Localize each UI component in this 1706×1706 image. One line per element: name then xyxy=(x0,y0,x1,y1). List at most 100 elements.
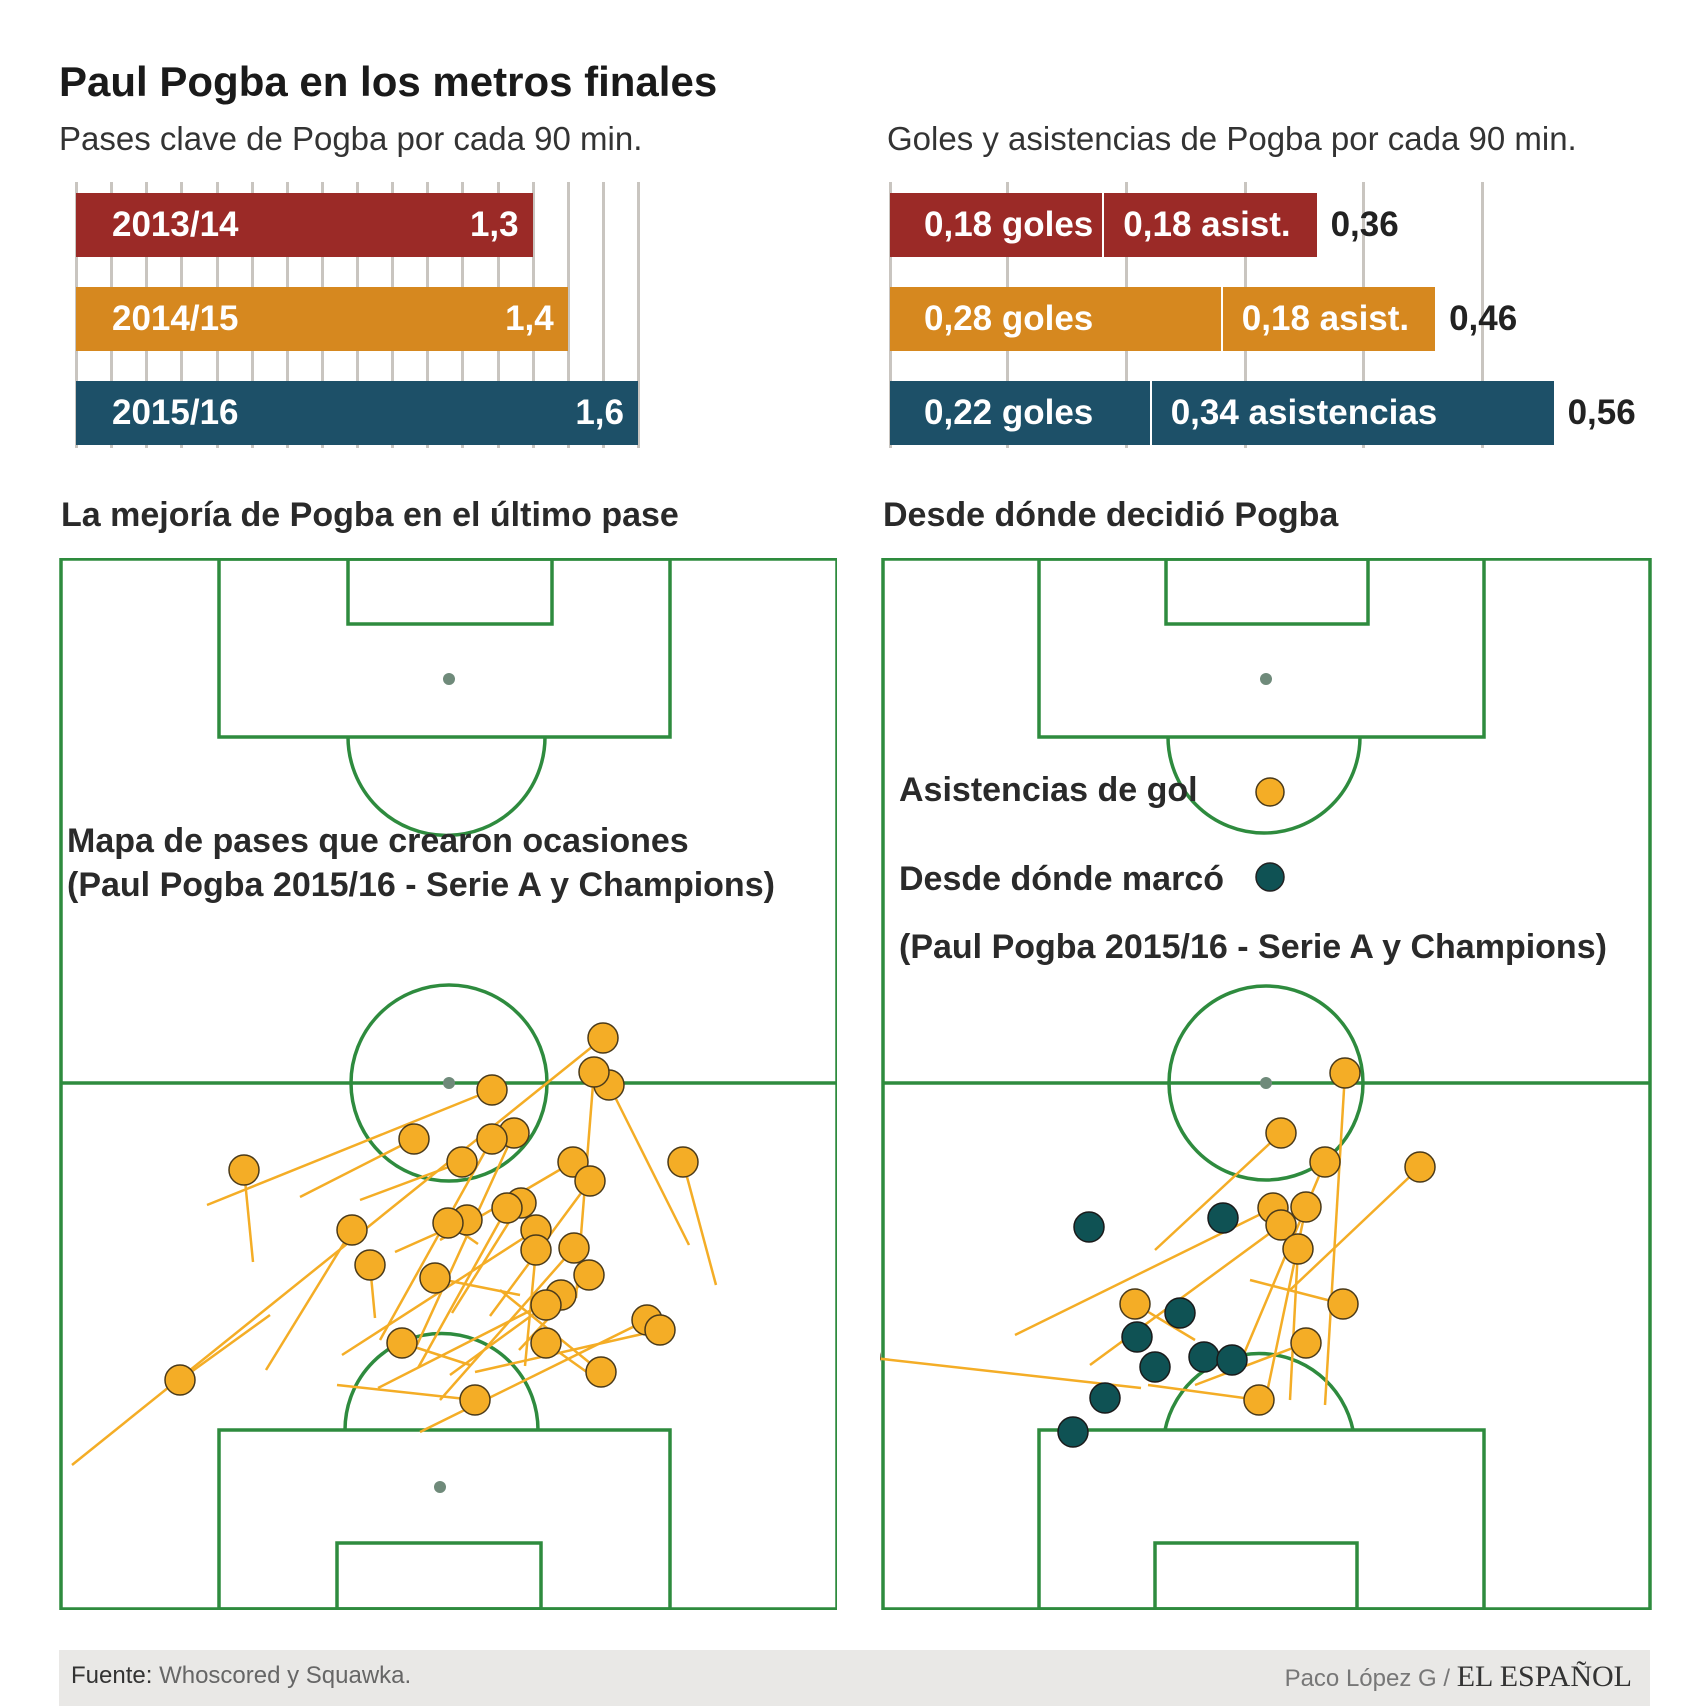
footer-credit: Paco López G / EL ESPAÑOL xyxy=(1285,1660,1632,1694)
pass-origin-dot xyxy=(667,1146,699,1178)
pass-origin-dot xyxy=(558,1232,590,1264)
bar-2015/16 xyxy=(76,381,638,445)
goal-shot-dot xyxy=(1057,1416,1089,1448)
segment-divider xyxy=(1220,287,1223,351)
pass-line xyxy=(299,1137,415,1199)
source-label: Fuente: xyxy=(71,1662,153,1689)
assist-line xyxy=(1147,1383,1260,1402)
goals-label: 0,22 goles xyxy=(924,393,1094,432)
assist-origin-dot xyxy=(1119,1288,1151,1320)
legend-goal-marker xyxy=(1255,862,1285,892)
assist-origin-dot xyxy=(1265,1117,1297,1149)
pass-line xyxy=(206,1088,493,1207)
pass-line xyxy=(474,1328,661,1374)
pass-origin-dot xyxy=(491,1192,523,1224)
pass-origin-dot xyxy=(585,1356,617,1388)
goal-shot-dot xyxy=(1089,1382,1121,1414)
pass-origin-dot xyxy=(578,1056,610,1088)
pass-origin-dot xyxy=(574,1165,606,1197)
assist-origin-dot xyxy=(1309,1146,1341,1178)
pass-line xyxy=(377,1293,562,1390)
grid-line xyxy=(601,182,605,448)
bar-category-label: 2015/16 xyxy=(112,393,239,432)
pass-origin-dot xyxy=(432,1207,464,1239)
assist-dots xyxy=(880,1057,1436,1416)
pass-origin-dot xyxy=(530,1289,562,1321)
assist-origin-dot xyxy=(1290,1191,1322,1223)
goal-shot-dot xyxy=(1207,1202,1239,1234)
pass-line xyxy=(419,1318,648,1434)
pass-line xyxy=(336,1383,476,1402)
segment-divider xyxy=(1149,381,1152,445)
goal-shot-dot xyxy=(1164,1297,1196,1329)
pass-origin-dot xyxy=(164,1364,196,1396)
pass-line xyxy=(416,1207,509,1369)
grid-line xyxy=(566,182,570,448)
goal-shot-dot xyxy=(1139,1351,1171,1383)
center-spot xyxy=(443,1077,455,1089)
assist-origin-dot xyxy=(1265,1209,1297,1241)
footer: Fuente: Whoscored y Squawka. Paco López … xyxy=(59,1650,1650,1706)
pass-line xyxy=(439,1247,575,1401)
pass-map-heading: La mejoría de Pogba en el último pase xyxy=(61,496,679,534)
assist-origin-dot xyxy=(1243,1384,1275,1416)
decision-map-heading: Desde dónde decidió Pogba xyxy=(883,496,1339,534)
pass-map-annotation-line2: (Paul Pogba 2015/16 - Serie A y Champion… xyxy=(67,866,775,904)
pass-map-annotation-line1: Mapa de pases que crearon ocasiones xyxy=(67,822,689,860)
pass-origin-dot xyxy=(228,1154,260,1186)
pass-line xyxy=(359,1160,463,1202)
page-title: Paul Pogba en los metros finales xyxy=(59,58,718,105)
pass-line xyxy=(607,1084,691,1246)
pass-dots xyxy=(164,1022,699,1416)
bar-category-label: 2014/15 xyxy=(112,299,239,338)
center-spot xyxy=(1260,1077,1272,1089)
assists-label: 0,18 asist. xyxy=(1123,205,1291,244)
decision-map-note: (Paul Pogba 2015/16 - Serie A y Champion… xyxy=(899,928,1607,966)
bottom-penalty-spot xyxy=(434,1481,446,1493)
pass-map-pitch xyxy=(59,558,837,1610)
grid-line xyxy=(1481,182,1484,448)
bar-value-label: 1,4 xyxy=(505,299,554,338)
goals-label: 0,18 goles xyxy=(924,205,1094,244)
total-label: 0,46 xyxy=(1449,299,1518,338)
assist-line xyxy=(1154,1132,1282,1251)
assist-lines xyxy=(880,1072,1421,1406)
top-penalty-spot xyxy=(443,673,455,685)
assist-origin-dot xyxy=(1290,1327,1322,1359)
assists-bar-2013/14 xyxy=(1103,193,1317,257)
bar-2014/15 xyxy=(76,287,568,351)
assist-origin-dot xyxy=(1327,1288,1359,1320)
footer-source: Fuente: Whoscored y Squawka. xyxy=(71,1662,411,1690)
pass-origin-dot xyxy=(476,1123,508,1155)
pass-line xyxy=(264,1229,354,1371)
pass-origin-dot xyxy=(336,1214,368,1246)
pass-origin-dot xyxy=(398,1123,430,1155)
grid-line xyxy=(637,182,640,448)
legend-assist-marker xyxy=(1255,777,1285,807)
pass-origin-dot xyxy=(419,1262,451,1294)
segment-divider xyxy=(1102,193,1105,257)
assist-line xyxy=(1323,1072,1347,1406)
goals-label: 0,28 goles xyxy=(924,299,1094,338)
total-label: 0,36 xyxy=(1330,205,1399,244)
pass-origin-dot xyxy=(446,1146,478,1178)
assist-origin-dot xyxy=(1282,1233,1314,1265)
pass-lines xyxy=(71,1037,718,1466)
assist-line xyxy=(880,1357,1142,1390)
assist-line xyxy=(1089,1223,1282,1367)
source-text: Whoscored y Squawka. xyxy=(159,1662,412,1689)
bar-2013/14 xyxy=(76,193,533,257)
pass-line xyxy=(681,1161,718,1286)
assist-line xyxy=(1289,1166,1421,1291)
pitch-lines xyxy=(59,558,837,1610)
pass-origin-dot xyxy=(573,1259,605,1291)
assists-label: 0,18 asist. xyxy=(1241,299,1410,338)
assists-bar-2015/16 xyxy=(1150,381,1554,445)
pass-origin-dot xyxy=(520,1234,552,1266)
pass-origin-dot xyxy=(459,1384,491,1416)
key-passes-subtitle: Pases clave de Pogba por cada 90 min. xyxy=(59,120,643,157)
goal-dots xyxy=(1057,1202,1248,1448)
pass-origin-dot xyxy=(354,1249,386,1281)
